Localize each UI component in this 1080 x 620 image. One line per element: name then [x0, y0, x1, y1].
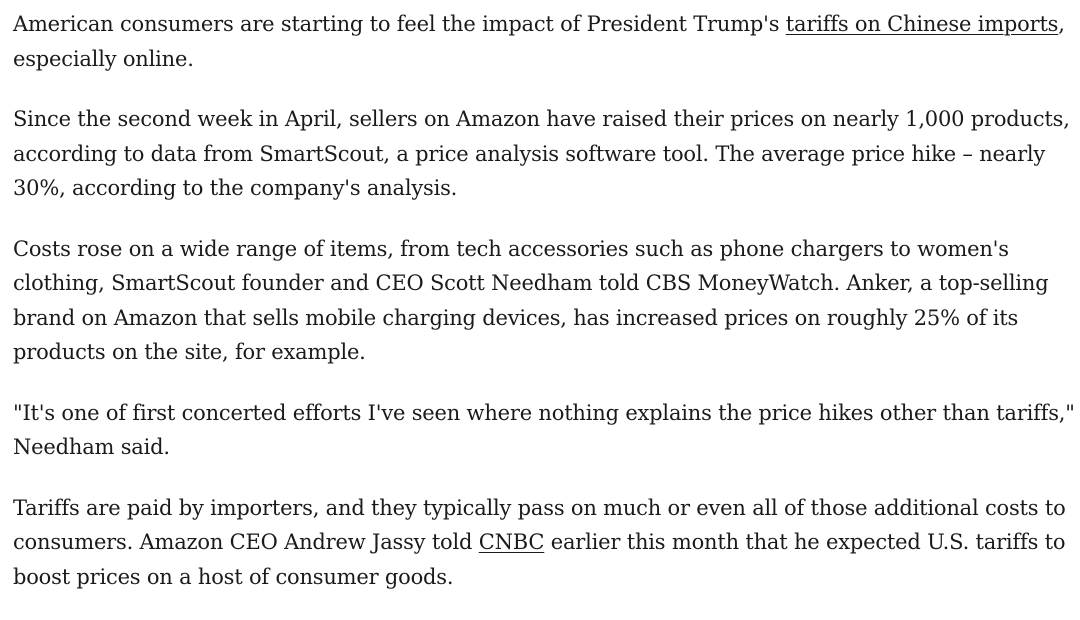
paragraph-1: American consumers are starting to feel …	[13, 7, 1075, 76]
paragraph-1-text-before: American consumers are starting to feel …	[13, 12, 786, 36]
paragraph-4: "It's one of first concerted efforts I'v…	[13, 400, 1075, 460]
cnbc-link[interactable]: CNBC	[478, 530, 545, 554]
article-body: American consumers are starting to feel …	[13, 7, 1075, 620]
paragraph-5: Tariffs are paid by importers, and they …	[13, 491, 1075, 595]
paragraph-5-text-after: earlier this month that he expected U.S.…	[13, 530, 1066, 589]
paragraph-2: Since the second week in April, sellers …	[13, 107, 1070, 200]
paragraph-1-text-after: , especially online.	[13, 12, 1065, 71]
paragraph-5-text-before: Tariffs are paid by importers, and they …	[13, 495, 1066, 555]
paragraph-3: Costs rose on a wide range of items, fro…	[13, 236, 1049, 365]
tariffs-on-chinese-imports-link[interactable]: tariffs on Chinese imports	[785, 12, 1059, 36]
